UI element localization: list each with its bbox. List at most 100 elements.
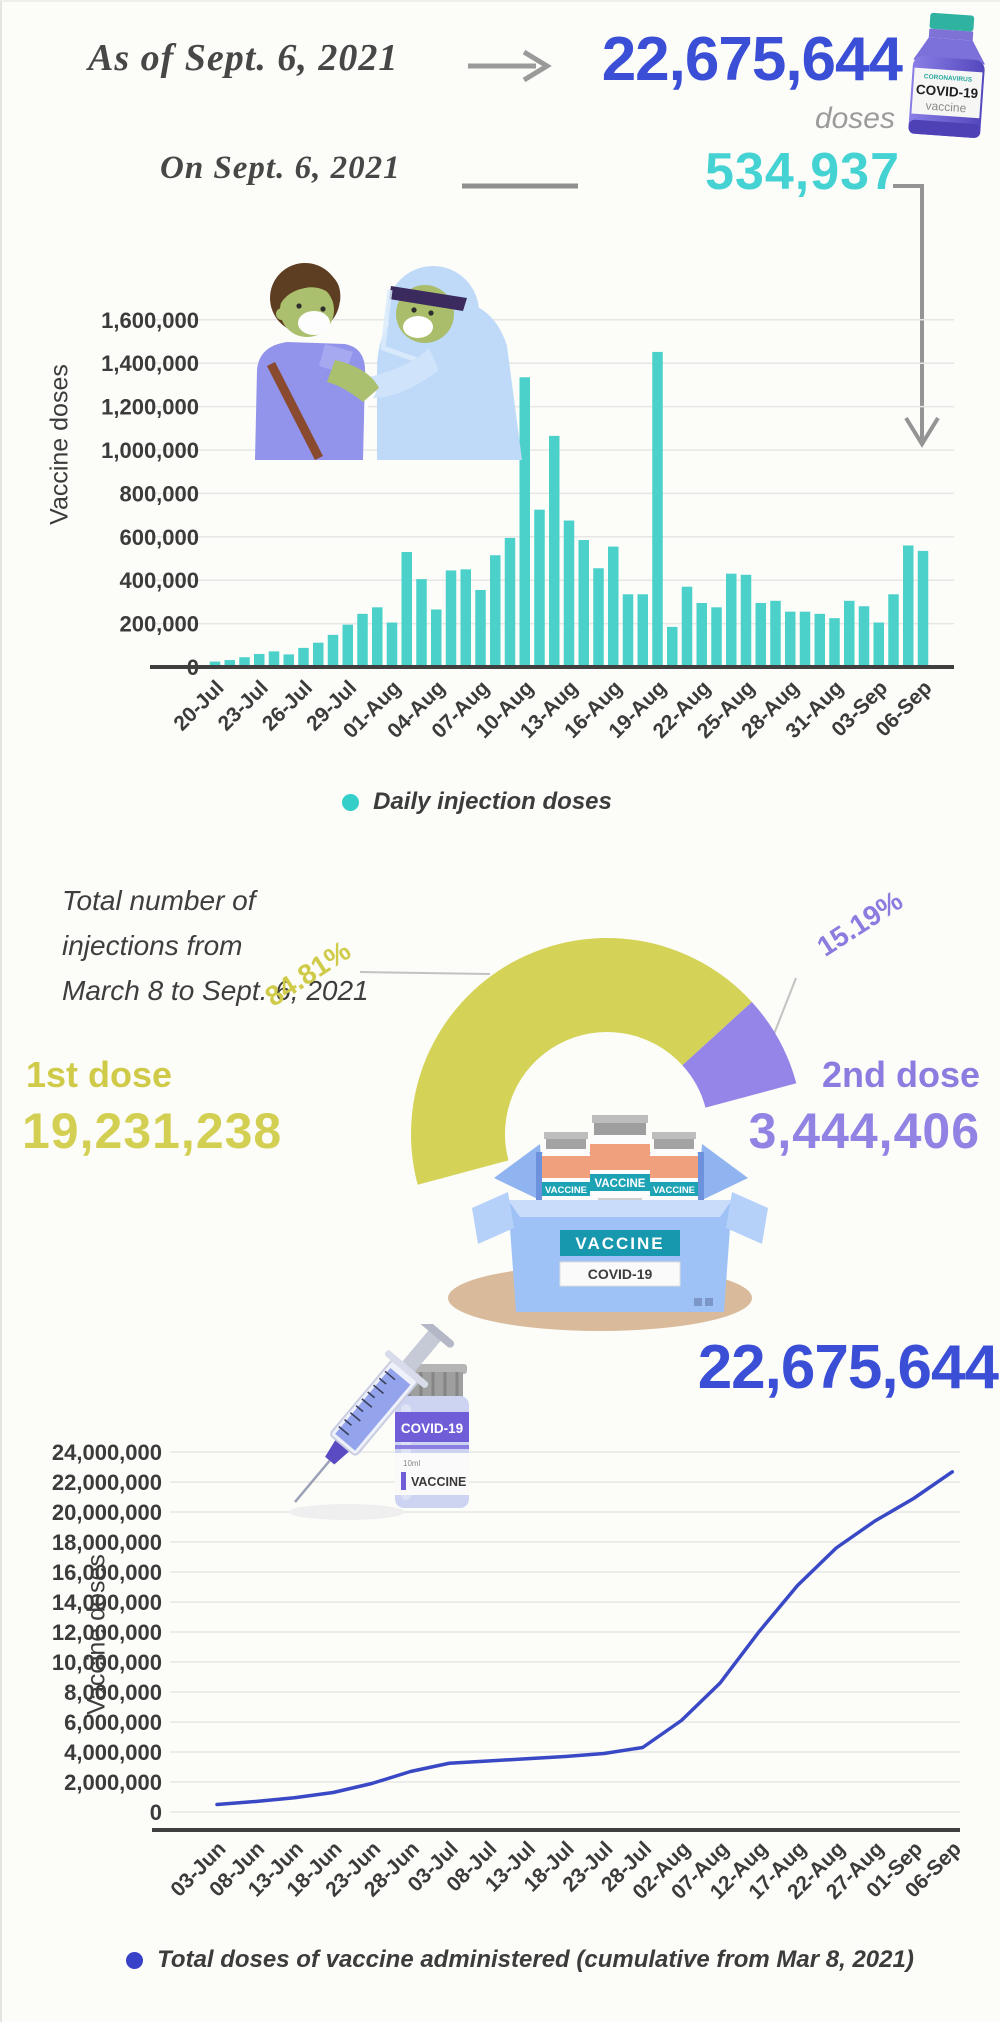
syringe-vial-illustration: COVID-19 10ml VACCINE (289, 1324, 469, 1520)
bar (549, 435, 560, 667)
nurse-visor-band (389, 286, 467, 311)
bar (372, 607, 383, 667)
bar (652, 351, 663, 667)
y-tick-label: 16,000,000 (52, 1560, 162, 1585)
y-tick-label: 6,000,000 (64, 1710, 162, 1735)
y-tick-label: 22,000,000 (52, 1470, 162, 1495)
gauge-title-line3: March 8 to Sept. 6, 2021 (62, 975, 369, 1006)
bar (563, 520, 575, 667)
y-tick-label: 1,600,000 (101, 308, 199, 333)
gauge-slice-2nd-dose (682, 1001, 797, 1108)
first-dose-value: 19,231,238 (22, 1103, 283, 1159)
box-front-lip (508, 1200, 732, 1217)
bar (431, 609, 442, 667)
box-covid-label (559, 1261, 681, 1287)
y-tick-label: 8,000,000 (64, 1680, 162, 1705)
nurse-arm (365, 348, 439, 399)
gauge-title: Total number of injections from March 8 … (62, 878, 369, 1013)
svg-text:VACCINE: VACCINE (595, 1178, 646, 1190)
bar (785, 611, 796, 667)
bar (445, 570, 457, 667)
gauge-title-line2: injections from (62, 930, 243, 961)
daily-doses-value: 534,937 (705, 143, 900, 201)
y-tick-label: 200,000 (119, 612, 199, 637)
y-tick-label: 4,000,000 (64, 1740, 162, 1765)
vial-neck-band (928, 28, 974, 41)
box-mark (705, 1298, 713, 1306)
bar (401, 551, 412, 667)
nurse-face-shield (380, 289, 418, 363)
bar (844, 600, 855, 667)
bar (667, 626, 678, 667)
box-side-flap (726, 1192, 768, 1244)
y-tick-label: 14,000,000 (52, 1590, 162, 1615)
bar (608, 546, 619, 667)
as-of-date-label: As of Sept. 6, 2021 (88, 37, 399, 79)
bar (342, 624, 353, 667)
bar (504, 537, 516, 667)
bar (814, 613, 825, 667)
bar (460, 569, 471, 667)
y-tick-label: 10,000,000 (52, 1650, 162, 1675)
bar (357, 613, 368, 667)
bar-legend-dot-icon (342, 793, 360, 811)
bar (254, 653, 265, 667)
bar (903, 545, 914, 667)
nurse-eye (428, 310, 434, 316)
vial-cap (929, 12, 975, 32)
y-tick-label: 800,000 (119, 481, 199, 506)
bar (888, 594, 899, 667)
bar (519, 377, 530, 667)
vial-base (908, 119, 981, 138)
box-back-flap (698, 1144, 748, 1202)
bar (578, 540, 589, 667)
boy-strap (266, 361, 324, 460)
vial-label-line2: COVID-19 (915, 82, 978, 101)
dose-split-gauge-chart (359, 938, 797, 1185)
bar (711, 607, 722, 667)
box-side-flap (472, 1192, 514, 1244)
second-dose-value: 3,444,406 (748, 1103, 980, 1159)
y-tick-label: 0 (150, 1800, 162, 1825)
syringe-shadow (289, 1504, 405, 1520)
boy-ear (276, 308, 288, 320)
svg-text:VACCINE: VACCINE (653, 1185, 695, 1196)
bar (770, 600, 781, 667)
bar (386, 622, 398, 667)
bar (209, 661, 221, 667)
vaccine-box-illustration: VACCINE VACCINE VACCINE VACCINE COVID- (448, 1115, 768, 1331)
vial-label-line1: CORONAVIRUS (924, 73, 973, 83)
svg-text:VACCINE: VACCINE (545, 1185, 587, 1196)
bar (475, 589, 486, 667)
small-vial-ml: 10ml (403, 1459, 421, 1468)
boy-eye (296, 303, 302, 309)
gauge-callout-line-2nd (773, 977, 797, 1035)
bar-chart-legend: Daily injection doses (2, 788, 977, 816)
bar (755, 602, 766, 667)
box-covid-label-text: COVID-19 (588, 1266, 653, 1282)
bar (622, 594, 634, 667)
vial-label (911, 67, 983, 119)
syringe (294, 1324, 455, 1503)
bar (268, 651, 280, 667)
bar-chart-y-axis-title: Vaccine doses (45, 364, 74, 525)
doses-unit-label: doses (814, 102, 895, 135)
bar (726, 573, 737, 667)
y-tick-label: 24,000,000 (52, 1440, 162, 1465)
small-vial: COVID-19 10ml VACCINE (395, 1364, 469, 1508)
bar (593, 568, 604, 667)
bar (416, 579, 427, 667)
gauge-slice-1st-dose (411, 938, 752, 1185)
bar (740, 574, 752, 667)
y-tick-label: 600,000 (119, 525, 199, 550)
daily-doses-bar-chart: 0200,000400,000600,000800,0001,000,0001,… (101, 308, 954, 743)
boy-hair-fringe (273, 269, 341, 312)
box-vaccine-label (560, 1230, 680, 1256)
nurse-eye (411, 307, 417, 313)
box-back-flap (494, 1144, 544, 1202)
small-vial-label: VACCINE (411, 1475, 466, 1489)
gauge-callout-line-1st (359, 971, 491, 975)
bar (858, 606, 870, 667)
y-tick-label: 1,200,000 (101, 395, 199, 420)
